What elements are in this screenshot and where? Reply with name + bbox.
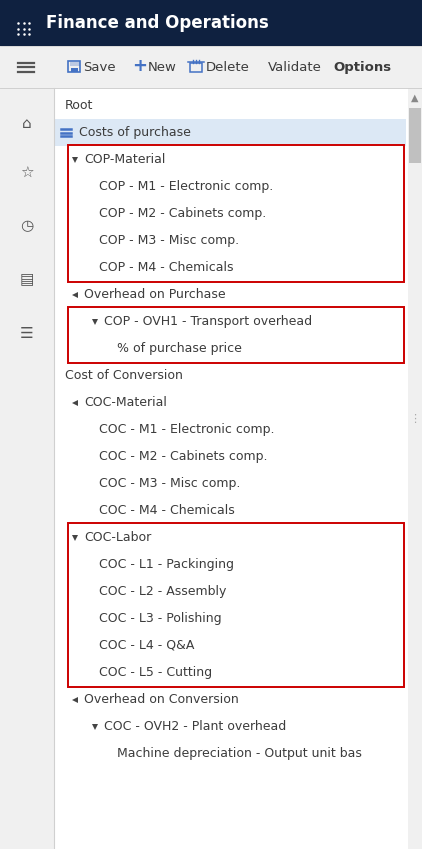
Bar (71, 68, 78, 72)
Text: Delete: Delete (206, 60, 250, 74)
Bar (70, 62, 80, 66)
Text: COC - OVH2 - Plant overhead: COC - OVH2 - Plant overhead (104, 720, 286, 733)
Text: ▤: ▤ (20, 273, 34, 288)
Text: Options: Options (333, 60, 391, 74)
Bar (0, 0, 422, 46)
Text: New: New (148, 60, 177, 74)
Text: % of purchase price: % of purchase price (117, 342, 242, 355)
Text: Overhead on Purchase: Overhead on Purchase (84, 288, 226, 301)
Text: ⌂: ⌂ (22, 115, 32, 131)
Bar (68, 307, 404, 363)
Text: Root: Root (65, 99, 93, 112)
Text: COC-Material: COC-Material (84, 396, 167, 409)
Text: +: + (133, 57, 148, 75)
Bar (0, 46, 422, 88)
Bar (409, 108, 421, 163)
Bar (68, 61, 80, 72)
Text: COC - L4 - Q&A: COC - L4 - Q&A (99, 639, 195, 652)
Text: Cost of Conversion: Cost of Conversion (65, 369, 183, 382)
Text: COC - L3 - Polishing: COC - L3 - Polishing (99, 612, 222, 625)
Text: COC-Labor: COC-Labor (84, 531, 151, 544)
Text: COC - L5 - Cutting: COC - L5 - Cutting (99, 666, 212, 679)
Text: Machine depreciation - Output unit bas: Machine depreciation - Output unit bas (117, 747, 362, 760)
Bar (68, 523, 404, 687)
Text: Finance and Operations: Finance and Operations (46, 14, 269, 32)
Text: COP - M3 - Misc comp.: COP - M3 - Misc comp. (99, 234, 239, 247)
Bar (54, 119, 406, 146)
Text: COP-Material: COP-Material (84, 153, 165, 166)
Text: ☆: ☆ (20, 166, 34, 181)
Bar (54, 88, 408, 849)
Bar (0, 88, 54, 849)
Text: Validate: Validate (268, 60, 322, 74)
Text: ☰: ☰ (20, 325, 34, 340)
Text: COP - M1 - Electronic comp.: COP - M1 - Electronic comp. (99, 180, 273, 193)
Text: COC - L2 - Assembly: COC - L2 - Assembly (99, 585, 226, 598)
Text: ◷: ◷ (20, 218, 34, 233)
Text: Costs of purchase: Costs of purchase (79, 126, 191, 139)
Bar (68, 145, 404, 282)
Text: COC - M4 - Chemicals: COC - M4 - Chemicals (99, 504, 235, 517)
Text: ⋮: ⋮ (409, 413, 421, 424)
Text: COC - M3 - Misc comp.: COC - M3 - Misc comp. (99, 477, 241, 490)
Text: COP - M4 - Chemicals: COP - M4 - Chemicals (99, 261, 233, 274)
Bar (408, 88, 422, 849)
Text: Save: Save (83, 60, 116, 74)
Text: COC - M2 - Cabinets comp.: COC - M2 - Cabinets comp. (99, 450, 268, 463)
Text: COP - M2 - Cabinets comp.: COP - M2 - Cabinets comp. (99, 207, 266, 220)
Bar (190, 63, 202, 72)
Text: ▲: ▲ (411, 93, 419, 103)
Text: COP - OVH1 - Transport overhead: COP - OVH1 - Transport overhead (104, 315, 312, 328)
Text: COC - L1 - Packinging: COC - L1 - Packinging (99, 558, 234, 571)
Text: COC - M1 - Electronic comp.: COC - M1 - Electronic comp. (99, 423, 274, 436)
Text: Overhead on Conversion: Overhead on Conversion (84, 693, 239, 706)
